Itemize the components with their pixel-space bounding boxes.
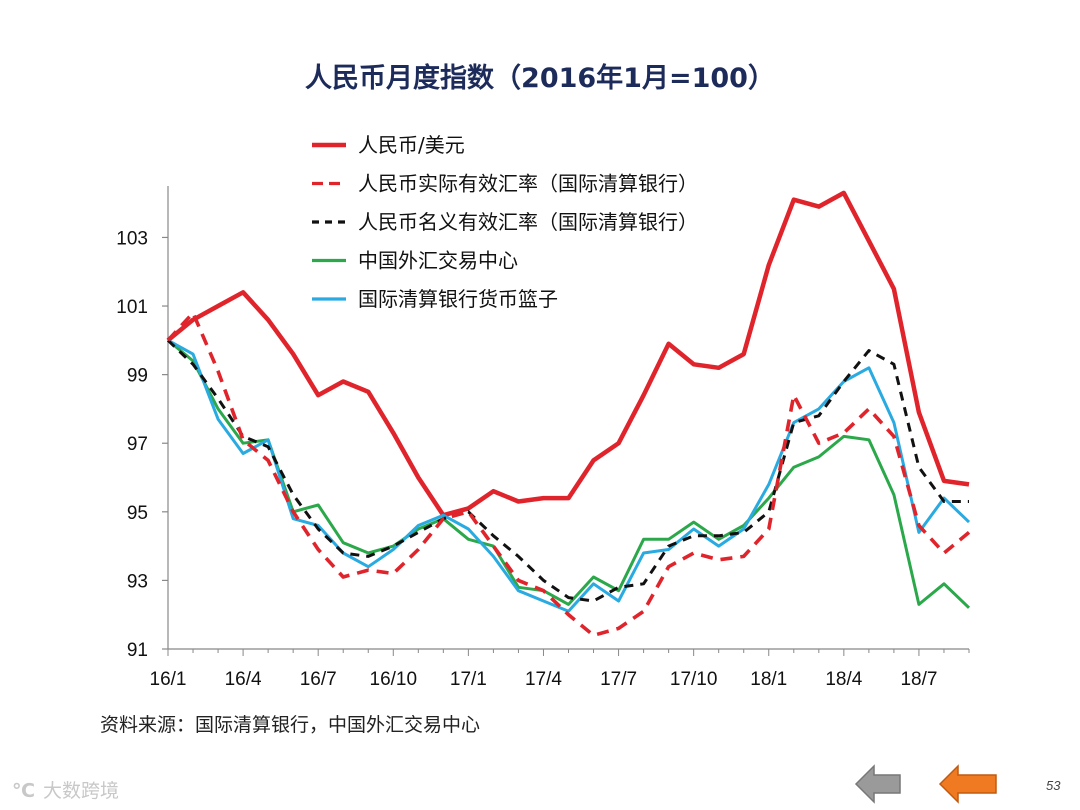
x-tick-label: 18/4 — [825, 669, 862, 690]
previous-slide-button[interactable] — [852, 763, 904, 805]
orange-arrow-icon — [938, 764, 997, 804]
x-tick-label: 16/7 — [300, 669, 337, 690]
y-tick-label: 101 — [116, 297, 148, 318]
x-tick-label: 17/4 — [525, 669, 562, 690]
y-tick-label: 95 — [127, 503, 148, 524]
y-tick-label: 91 — [127, 640, 148, 661]
y-tick-label: 93 — [127, 571, 148, 592]
source-note: 资料来源：国际清算银行，中国外汇交易中心 — [100, 714, 481, 736]
legend-label-2: 人民币实际有效汇率（国际清算银行） — [358, 172, 698, 196]
watermark-text: 大数跨境 — [43, 780, 120, 802]
series-line-5 — [167, 338, 971, 613]
watermark-logo-icon: ℃ — [12, 780, 36, 802]
legend-label-1: 人民币/美元 — [358, 133, 465, 157]
x-tick-label: 18/1 — [750, 669, 787, 690]
x-tick-label: 16/4 — [225, 669, 262, 690]
x-tick-label: 16/1 — [150, 669, 187, 690]
legend-label-4: 中国外汇交易中心 — [358, 249, 518, 273]
y-tick-label: 99 — [127, 366, 148, 387]
page-number: 53 — [1046, 778, 1061, 793]
next-slide-button[interactable] — [936, 763, 1000, 805]
series-line-4 — [167, 339, 971, 609]
series-line-2 — [166, 311, 971, 638]
chart-series — [166, 190, 971, 638]
y-tick-label: 103 — [116, 228, 148, 249]
x-tick-label: 17/1 — [450, 669, 487, 690]
legend-label-5: 国际清算银行货币篮子 — [358, 287, 558, 311]
y-tick-label: 97 — [127, 434, 148, 455]
watermark: ℃ 大数跨境 — [12, 776, 119, 803]
x-tick-label: 18/7 — [900, 669, 937, 690]
left-arrow-icon — [854, 764, 901, 804]
chart-title: 人民币月度指数（2016年1月=100） — [305, 63, 775, 94]
x-tick-label: 16/10 — [370, 669, 418, 690]
chart-axes: 91 93 95 97 99 101 103 16/1 16/4 16/7 16/10 17/1 17/… — [116, 186, 970, 690]
x-tick-label: 17/10 — [670, 669, 718, 690]
x-tick-label: 17/7 — [600, 669, 637, 690]
series-line-1 — [166, 190, 970, 518]
legend-label-3: 人民币名义有效汇率（国际清算银行） — [358, 210, 698, 234]
series-line-3 — [166, 339, 969, 603]
